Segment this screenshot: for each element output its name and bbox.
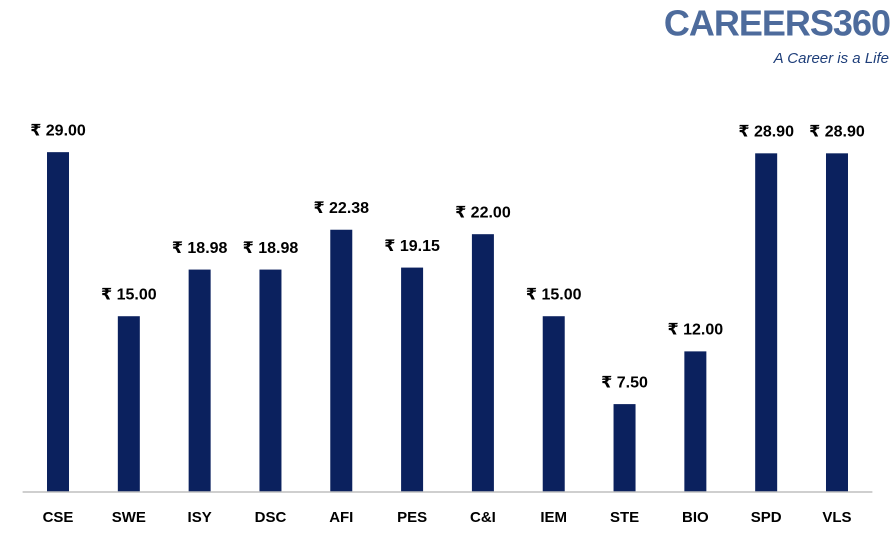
data-label: ₹ 18.98 <box>243 240 299 257</box>
bar <box>188 269 211 492</box>
bar <box>401 267 424 492</box>
bar <box>613 404 636 492</box>
bar <box>825 153 848 492</box>
bar <box>330 229 353 492</box>
x-tick-label: SPD <box>751 509 782 526</box>
data-label: ₹ 12.00 <box>668 322 724 339</box>
bar <box>259 269 282 492</box>
data-label: ₹ 22.00 <box>455 204 511 221</box>
x-tick-label: BIO <box>682 509 709 526</box>
x-tick-label: PES <box>397 509 427 526</box>
x-tick-label: DSC <box>255 509 287 526</box>
data-label: ₹ 15.00 <box>101 286 157 303</box>
bar <box>117 316 140 492</box>
data-label: ₹ 19.15 <box>384 238 440 255</box>
bar <box>542 316 565 492</box>
x-tick-label: IEM <box>540 509 567 526</box>
data-label: ₹ 28.90 <box>738 124 794 141</box>
x-tick-label: AFI <box>329 509 353 526</box>
x-tick-label: SWE <box>112 509 146 526</box>
x-tick-label: ISY <box>188 509 212 526</box>
data-label: ₹ 28.90 <box>809 124 865 141</box>
logo-name: CAREERS360 <box>664 3 890 44</box>
data-label: ₹ 15.00 <box>526 286 582 303</box>
data-label: ₹ 22.38 <box>313 200 369 217</box>
bar <box>471 234 494 492</box>
x-tick-label: VLS <box>822 509 851 526</box>
x-tick-label: C&I <box>470 509 496 526</box>
bar <box>755 153 778 492</box>
bar <box>47 152 70 492</box>
bar <box>684 351 707 492</box>
x-tick-label: STE <box>610 509 639 526</box>
data-label: ₹ 29.00 <box>30 122 86 139</box>
logo-tagline: A Career is a Life <box>773 50 889 67</box>
data-label: ₹ 18.98 <box>172 240 228 257</box>
data-label: ₹ 7.50 <box>601 374 648 391</box>
x-tick-label: CSE <box>43 509 74 526</box>
